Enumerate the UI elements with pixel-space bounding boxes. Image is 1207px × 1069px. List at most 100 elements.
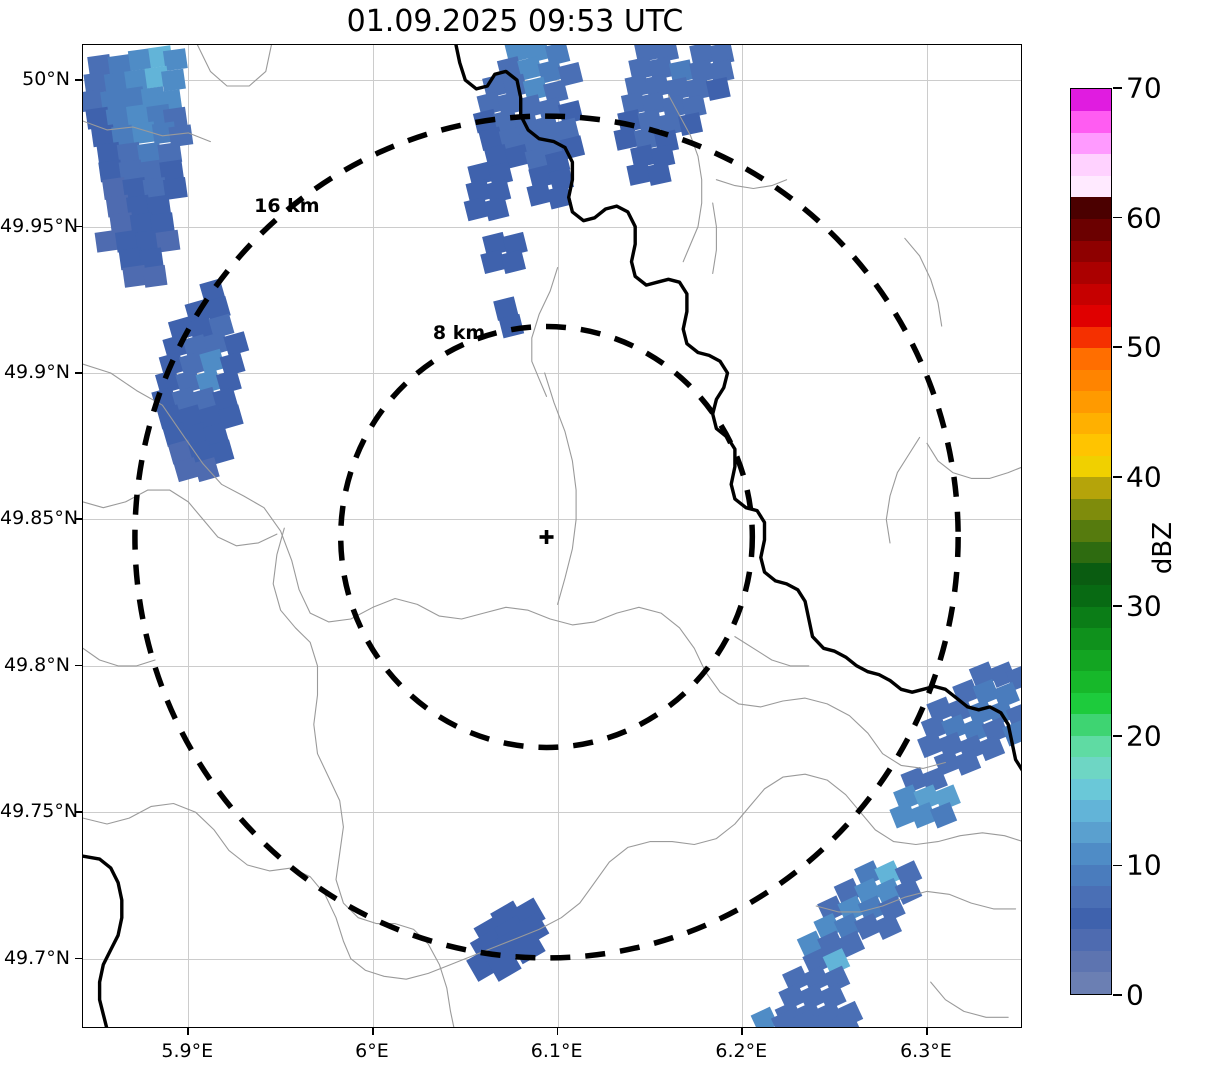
radar-echo-cell — [483, 144, 510, 169]
colorbar-band — [1071, 325, 1111, 349]
colorbar-tick-mark — [1113, 605, 1122, 608]
colorbar-tick-label: 60 — [1126, 201, 1162, 235]
colorbar-band — [1071, 928, 1111, 951]
radar-echo-cell — [937, 731, 965, 759]
radar-echo-cell — [837, 895, 866, 923]
radar-echo-cell — [831, 1009, 860, 1027]
radar-echo-cell — [118, 159, 144, 183]
colorbar-band — [1071, 304, 1111, 327]
radar-echo-cell — [149, 212, 175, 236]
colorbar-tick-label: 40 — [1126, 460, 1162, 494]
latitude-tick-label: 49.7°N — [3, 946, 70, 969]
radar-echo-cell — [138, 159, 164, 183]
radar-echo-cell — [802, 948, 831, 976]
admin-boundary-line — [815, 890, 1017, 913]
radar-echo-cell — [620, 91, 646, 116]
colorbar-band — [1071, 950, 1111, 973]
radar-echo-cell — [878, 895, 906, 923]
colorbar-band — [1071, 648, 1111, 672]
colorbar-band — [1071, 778, 1111, 801]
colorbar-band — [1071, 390, 1111, 413]
y-tick-mark — [75, 79, 82, 81]
colorbar-band — [1071, 756, 1111, 779]
colorbar-tick-mark — [1113, 735, 1122, 737]
colorbar-band — [1071, 498, 1111, 521]
radar-echo-cell — [195, 369, 222, 395]
x-tick-mark — [925, 1028, 928, 1035]
y-tick-mark — [75, 225, 82, 228]
gridline-horizontal — [83, 812, 1021, 814]
radar-echo-cell — [135, 229, 161, 253]
radar-echo-cell — [613, 126, 639, 151]
radar-echo-cell — [98, 159, 124, 183]
colorbar-band — [1071, 691, 1111, 715]
radar-echo-cell — [496, 91, 523, 116]
radar-echo-cell — [933, 784, 961, 811]
radar-echo-cell — [889, 801, 917, 829]
radar-echo-cell — [961, 717, 989, 744]
x-tick-mark — [371, 1028, 374, 1035]
gridline-horizontal — [83, 226, 1021, 228]
colorbar-band — [1071, 519, 1111, 542]
radar-echo-cell — [485, 179, 512, 204]
radar-echo-cell — [689, 59, 715, 84]
longitude-tick-label: 6.1°E — [530, 1040, 583, 1062]
gridline-horizontal — [83, 665, 1021, 667]
radar-echo-cell — [208, 439, 235, 465]
radar-echo-cell — [628, 56, 654, 81]
latitude-tick-label: 49.9°N — [3, 361, 70, 383]
radar-echo-cell — [94, 229, 120, 253]
range-ring-8km — [337, 323, 756, 751]
x-tick-mark — [187, 1028, 189, 1035]
radar-echo-cell — [109, 212, 135, 236]
colorbar-tick-label: 70 — [1126, 71, 1162, 105]
radar-echo-cell — [782, 965, 810, 993]
colorbar-band — [1071, 670, 1111, 693]
radar-echo-cell — [103, 71, 129, 95]
radar-echo-cell — [791, 1009, 819, 1027]
colorbar-band — [1071, 433, 1111, 456]
admin-boundary-line — [272, 527, 455, 1027]
radar-echo-cell — [837, 930, 866, 958]
radar-echo-cell — [463, 196, 490, 222]
colorbar-band — [1071, 132, 1111, 155]
radar-echo-cell — [798, 983, 827, 1011]
radar-echo-cell — [504, 45, 530, 64]
radar-echo-cell — [648, 56, 674, 81]
radar-echo-cell — [496, 56, 523, 81]
radar-echo-cell — [96, 141, 122, 165]
radar-echo-cell — [526, 182, 552, 207]
colorbar-band — [1071, 239, 1111, 263]
radar-echo-cell — [178, 351, 205, 377]
admin-boundary-line — [544, 372, 577, 605]
radar-echo-cell — [981, 717, 1009, 744]
colorbar-tick-mark — [1113, 475, 1122, 478]
colorbar — [1070, 88, 1112, 995]
longitude-tick-label: 5.9°E — [161, 1040, 214, 1062]
radar-echo-cell — [127, 48, 153, 72]
radar-echo-cell — [543, 79, 569, 105]
admin-boundary-line — [83, 647, 156, 667]
radar-echo-cell — [199, 348, 226, 374]
radar-echo-cell — [188, 316, 215, 342]
radar-echo-cell — [854, 912, 882, 941]
radar-echo-cell — [678, 112, 704, 137]
radar-echo-cell — [630, 144, 656, 169]
admin-boundary-line — [885, 436, 921, 544]
radar-echo-cell — [215, 369, 242, 395]
radar-echo-cell — [122, 177, 148, 200]
radar-echo-cell — [212, 386, 239, 412]
colorbar-band — [1071, 455, 1111, 478]
radar-echo-cell — [770, 1009, 799, 1027]
admin-boundary-line — [83, 489, 278, 547]
latitude-tick-label: 49.8°N — [3, 653, 70, 676]
colorbar-band — [1071, 541, 1111, 564]
national-border-line — [83, 854, 124, 1027]
radar-echo-cell — [668, 59, 694, 84]
radar-echo-cell — [802, 965, 831, 993]
colorbar-band — [1071, 562, 1111, 585]
radar-map-plot[interactable] — [82, 44, 1022, 1028]
radar-echo-cell — [665, 76, 691, 101]
radar-echo-cell — [557, 62, 584, 87]
radar-echo-cell — [87, 54, 113, 77]
